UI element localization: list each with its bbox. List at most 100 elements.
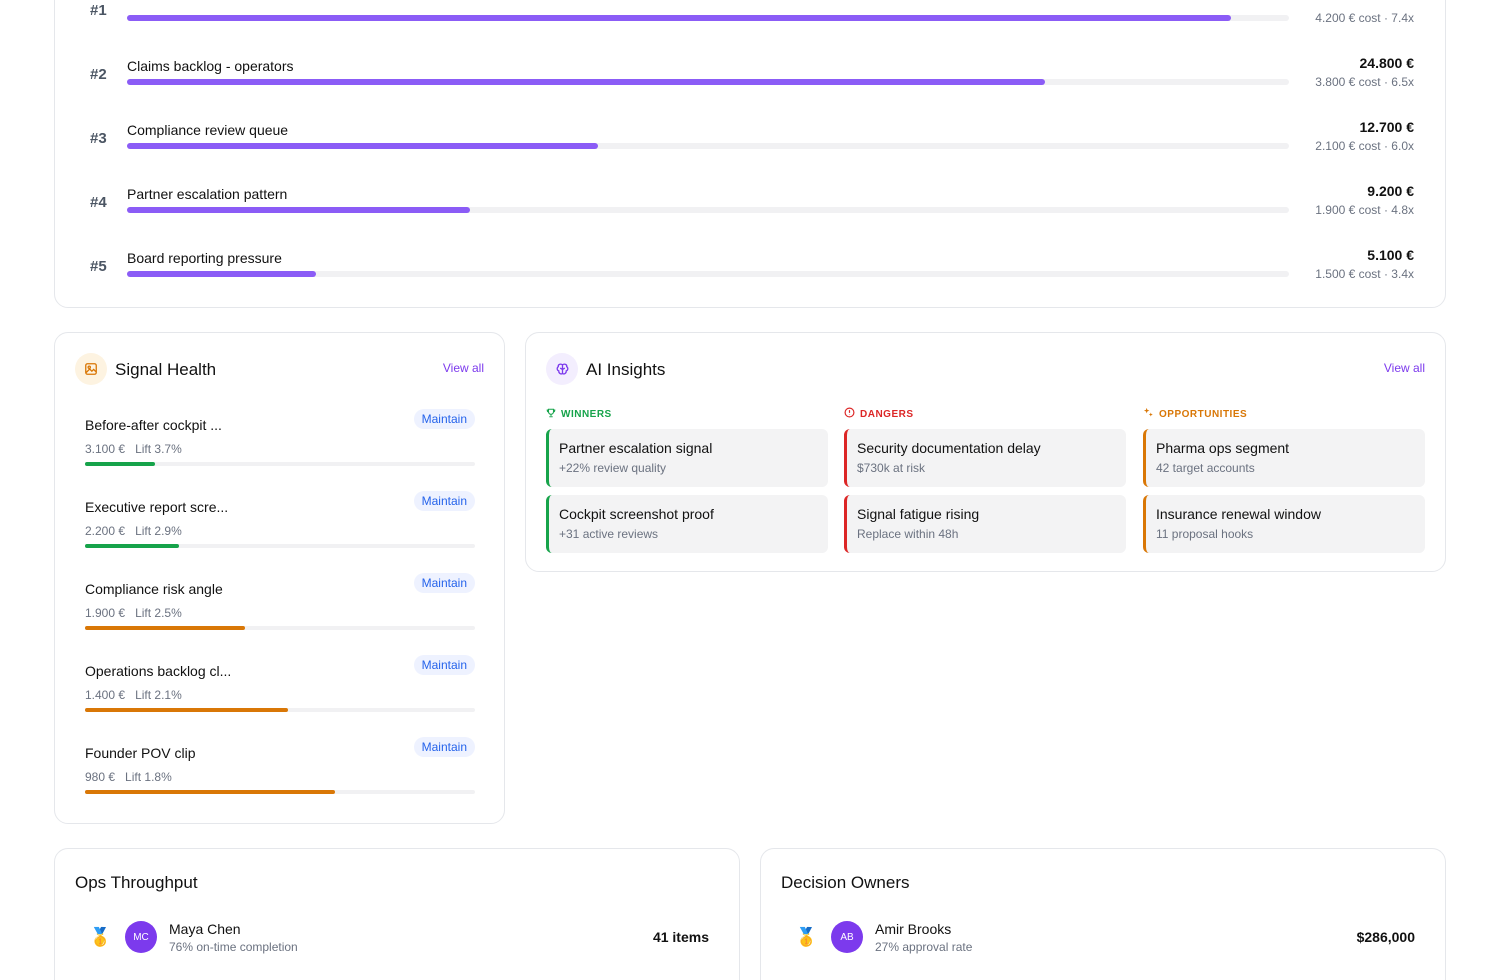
insight-tile[interactable]: Cockpit screenshot proof +31 active revi… <box>546 495 828 553</box>
avatar: MC <box>125 921 157 953</box>
insight-title: Insurance renewal window <box>1156 506 1321 522</box>
insight-tile[interactable]: Partner escalation signal +22% review qu… <box>546 429 828 487</box>
rank-label: Compliance review queue <box>127 122 289 138</box>
ranking-row[interactable]: #5 Board reporting pressure 5.100 € 1.50… <box>90 247 1414 287</box>
signal-progress-fill <box>85 790 335 794</box>
person-name: Amir Brooks <box>875 921 952 937</box>
rank-number: #3 <box>90 130 107 147</box>
signal-item-amount: 1.400 € Lift 2.1% <box>85 688 182 702</box>
dangers-column: DANGERS Security documentation delay $73… <box>844 407 1126 553</box>
insight-title: Pharma ops segment <box>1156 440 1290 456</box>
signal-lift: Lift 1.8% <box>125 770 172 784</box>
image-icon <box>75 353 107 385</box>
signal-amount: 3.100 € <box>85 442 126 456</box>
rank-progress-track <box>127 271 1289 277</box>
insight-title: Signal fatigue rising <box>857 506 980 522</box>
signal-amount: 1.900 € <box>85 606 126 620</box>
signal-progress-track <box>85 544 475 548</box>
signal-lift: Lift 2.9% <box>135 524 182 538</box>
insight-tile[interactable]: Security documentation delay $730k at ri… <box>844 429 1126 487</box>
signal-lift: Lift 2.1% <box>135 688 182 702</box>
ops-throughput-card: Ops Throughput 🥇 MC Maya Chen 76% on-tim… <box>54 848 740 980</box>
rank-meta: 4.200 € cost · 7.4x <box>1315 11 1414 25</box>
rank-progress-fill <box>127 79 1045 85</box>
insight-subtitle: +31 active reviews <box>559 527 659 541</box>
ranking-row[interactable]: #4 Partner escalation pattern 9.200 € 1.… <box>90 183 1414 223</box>
signal-progress-track <box>85 708 475 712</box>
opportunities-column: OPPORTUNITIES Pharma ops segment 42 targ… <box>1143 407 1425 553</box>
signal-progress-fill <box>85 626 245 630</box>
signal-health-card: Signal Health View all Before-after cock… <box>54 332 505 824</box>
ops-throughput-title: Ops Throughput <box>75 873 198 892</box>
gold-medal-icon: 🥇 <box>795 927 818 947</box>
signal-item[interactable]: Operations backlog cl... Maintain 1.400 … <box>85 655 475 725</box>
winners-heading: WINNERS <box>546 407 828 421</box>
maintain-badge[interactable]: Maintain <box>413 573 475 593</box>
maintain-badge[interactable]: Maintain <box>413 737 475 757</box>
signal-health-view-all-link[interactable]: View all <box>442 361 484 375</box>
rank-label: Partner escalation pattern <box>127 186 288 202</box>
insight-tile[interactable]: Signal fatigue rising Replace within 48h <box>844 495 1126 553</box>
rank-label: Claims backlog - operators <box>127 58 294 74</box>
decision-owners-card: Decision Owners 🥇 AB Amir Brooks 27% app… <box>760 848 1446 980</box>
signal-item[interactable]: Executive report scre... Maintain 2.200 … <box>85 491 475 561</box>
insight-subtitle: 11 proposal hooks <box>1156 527 1254 541</box>
rank-progress-fill <box>127 207 470 213</box>
ranking-row[interactable]: #1 4.200 € cost · 7.4x <box>90 0 1414 31</box>
gold-medal-icon: 🥇 <box>89 927 112 947</box>
rank-progress-fill <box>127 15 1231 21</box>
rank-number: #1 <box>90 2 107 19</box>
maintain-badge[interactable]: Maintain <box>413 491 475 511</box>
insight-subtitle: +22% review quality <box>559 461 667 475</box>
maintain-badge[interactable]: Maintain <box>413 655 475 675</box>
signal-item-amount: 2.200 € Lift 2.9% <box>85 524 182 538</box>
ai-insights-card: AI Insights View all WINNERS Partner esc… <box>525 332 1446 572</box>
insight-subtitle: Replace within 48h <box>857 527 959 541</box>
ranking-card: #1 4.200 € cost · 7.4x #2 Claims backlog… <box>54 0 1446 308</box>
rank-meta: 2.100 € cost · 6.0x <box>1315 139 1414 153</box>
person-stat: 76% on-time completion <box>169 940 298 954</box>
rank-amount: 12.700 € <box>1359 119 1415 135</box>
ai-insights-title: AI Insights <box>586 360 666 379</box>
alert-circle-icon <box>844 407 855 421</box>
insight-tile[interactable]: Insurance renewal window 11 proposal hoo… <box>1143 495 1425 553</box>
signal-item-title: Founder POV clip <box>85 745 196 761</box>
opportunities-heading-label: OPPORTUNITIES <box>1159 408 1248 420</box>
signal-lift: Lift 2.5% <box>135 606 182 620</box>
signal-health-header: Signal Health View all <box>75 353 484 385</box>
signal-amount: 980 € <box>85 770 116 784</box>
signal-item-title: Compliance risk angle <box>85 581 223 597</box>
signal-item-amount: 1.900 € Lift 2.5% <box>85 606 182 620</box>
rank-progress-track <box>127 15 1289 21</box>
winners-column: WINNERS Partner escalation signal +22% r… <box>546 407 828 553</box>
insight-title: Security documentation delay <box>857 440 1041 456</box>
sparkle-icon <box>1143 407 1154 421</box>
rank-progress-track <box>127 143 1289 149</box>
signal-item[interactable]: Founder POV clip Maintain 980 € Lift 1.8… <box>85 737 475 807</box>
leaderboard-row[interactable]: 🥇 AB Amir Brooks 27% approval rate $286,… <box>795 921 1415 955</box>
signal-item[interactable]: Before-after cockpit ... Maintain 3.100 … <box>85 409 475 479</box>
dangers-heading-label: DANGERS <box>860 408 914 420</box>
person-stat: 27% approval rate <box>875 940 973 954</box>
ranking-row[interactable]: #3 Compliance review queue 12.700 € 2.10… <box>90 119 1414 159</box>
signal-amount: 2.200 € <box>85 524 126 538</box>
signal-item-title: Before-after cockpit ... <box>85 417 222 433</box>
signal-progress-track <box>85 626 475 630</box>
maintain-badge[interactable]: Maintain <box>413 409 475 429</box>
insight-subtitle: $730k at risk <box>857 461 926 475</box>
trophy-icon <box>546 408 556 421</box>
person-value: $286,000 <box>1356 929 1415 945</box>
ai-insights-view-all-link[interactable]: View all <box>1383 361 1425 375</box>
rank-progress-track <box>127 207 1289 213</box>
person-name: Maya Chen <box>169 921 241 937</box>
insight-tile[interactable]: Pharma ops segment 42 target accounts <box>1143 429 1425 487</box>
ranking-row[interactable]: #2 Claims backlog - operators 24.800 € 3… <box>90 55 1414 95</box>
signal-item-amount: 980 € Lift 1.8% <box>85 770 172 784</box>
signal-item-title: Operations backlog cl... <box>85 663 232 679</box>
signal-item[interactable]: Compliance risk angle Maintain 1.900 € L… <box>85 573 475 643</box>
insight-title: Partner escalation signal <box>559 440 713 456</box>
rank-meta: 3.800 € cost · 6.5x <box>1315 75 1414 89</box>
leaderboard-row[interactable]: 🥇 MC Maya Chen 76% on-time completion 41… <box>89 921 709 955</box>
insight-subtitle: 42 target accounts <box>1156 461 1255 475</box>
opportunities-heading: OPPORTUNITIES <box>1143 407 1425 421</box>
